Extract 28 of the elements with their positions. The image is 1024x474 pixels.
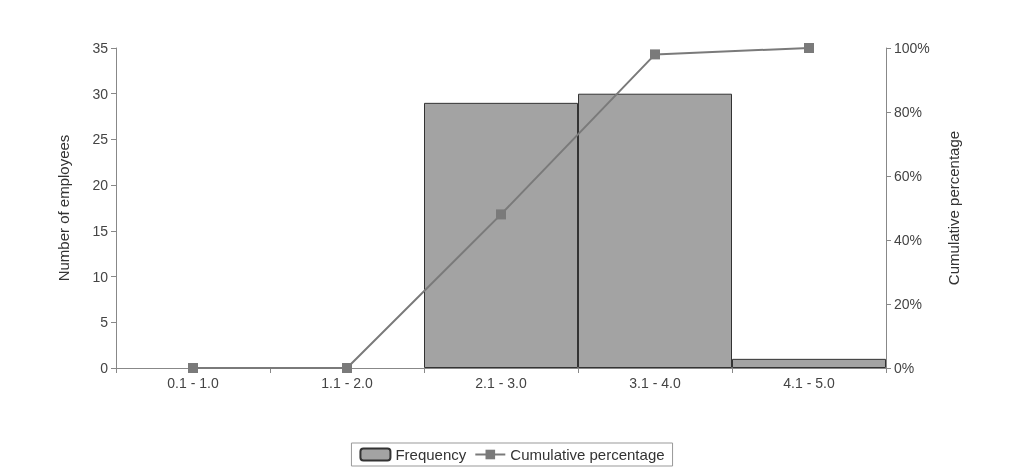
x-tick-label: 3.1 - 4.0 [629,375,681,391]
y2-tick-label: 40% [894,232,923,248]
y-tick-label: 5 [100,314,109,331]
y2-tick-label: 20% [894,296,923,312]
y-tick-label: 35 [92,40,109,56]
y-tick-label: 15 [92,222,109,239]
legend-label: Frequency [395,446,467,463]
legend-label: Cumulative percentage [510,446,665,463]
x-tick-label: 1.1 - 2.0 [321,375,373,391]
y-tick-label: 0 [100,360,109,376]
y-tick-label: 10 [92,268,109,285]
y-tick-label: 30 [92,85,109,102]
y2-tick-label: 60% [894,168,923,184]
y-axis-title: Number of employees [55,134,72,282]
y2-tick-label: 80% [894,104,923,120]
y-tick-label: 25 [92,131,109,148]
x-tick-label: 4.1 - 5.0 [783,375,835,391]
point [804,43,814,53]
point [496,209,506,220]
point [342,363,352,373]
y2-tick-label: 100% [894,40,930,56]
x-tick-label: 0.1 - 1.0 [167,375,219,391]
y-tick-label: 20 [92,177,109,194]
point [650,49,660,60]
point [188,363,198,373]
y2-tick-label: 0% [894,360,915,376]
y2-axis-title: Cumulative percentage [945,130,962,286]
x-tick-label: 2.1 - 3.0 [475,375,527,391]
